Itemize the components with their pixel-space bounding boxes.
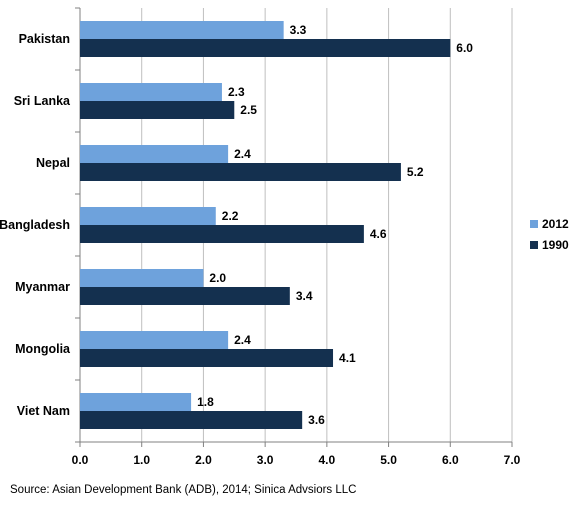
source-note: Source: Asian Development Bank (ADB), 20… bbox=[10, 484, 357, 496]
bar-2012 bbox=[80, 83, 222, 101]
data-label: 2.5 bbox=[240, 103, 257, 117]
x-tick-label: 7.0 bbox=[504, 453, 521, 467]
data-label: 4.6 bbox=[370, 227, 387, 241]
bar-2012 bbox=[80, 21, 284, 39]
bar-1990 bbox=[80, 101, 235, 119]
data-label: 2.4 bbox=[234, 333, 251, 347]
x-tick-label: 2.0 bbox=[195, 453, 212, 467]
category-label: Viet Nam bbox=[17, 404, 70, 418]
data-label: 5.2 bbox=[407, 165, 424, 179]
category-label: Sri Lanka bbox=[14, 94, 71, 108]
legend-swatch-1990 bbox=[530, 241, 538, 249]
data-label: 2.3 bbox=[228, 85, 245, 99]
bar-2012 bbox=[80, 207, 216, 225]
legend-swatch-2012 bbox=[530, 220, 538, 228]
category-label: Nepal bbox=[36, 156, 70, 170]
data-label: 2.2 bbox=[222, 209, 239, 223]
bar-chart: 0.0 1.0 2.0 3.0 4.0 5.0 6.0 7.0 Pakistan 3.3 6.0 Sr… bbox=[0, 7, 569, 467]
category-label: Pakistan bbox=[19, 32, 70, 46]
bar-1990 bbox=[80, 39, 451, 57]
data-label: 2.0 bbox=[209, 271, 226, 285]
legend-label-1990: 1990 bbox=[542, 238, 569, 252]
x-tick-label: 0.0 bbox=[72, 453, 89, 467]
bar-2012 bbox=[80, 331, 229, 349]
data-label: 3.4 bbox=[296, 289, 313, 303]
category-label: Myanmar bbox=[15, 280, 70, 294]
x-tick-label: 5.0 bbox=[380, 453, 397, 467]
bar-2012 bbox=[80, 145, 229, 163]
category-label: Mongolia bbox=[15, 342, 71, 356]
x-tick-label: 3.0 bbox=[257, 453, 274, 467]
data-label: 3.3 bbox=[290, 23, 307, 37]
bar-1990 bbox=[80, 411, 303, 429]
data-label: 1.8 bbox=[197, 395, 214, 409]
x-tick-label: 6.0 bbox=[442, 453, 459, 467]
bar-1990 bbox=[80, 287, 290, 305]
bar-1990 bbox=[80, 349, 334, 367]
category-label: Bangladesh bbox=[0, 218, 70, 232]
bar-2012 bbox=[80, 269, 204, 287]
data-label: 3.6 bbox=[308, 413, 325, 427]
x-tick-label: 4.0 bbox=[319, 453, 336, 467]
data-label: 4.1 bbox=[339, 351, 356, 365]
bar-1990 bbox=[80, 163, 401, 181]
legend-label-2012: 2012 bbox=[542, 217, 569, 231]
bar-1990 bbox=[80, 225, 364, 243]
data-label: 6.0 bbox=[456, 41, 473, 55]
x-tick-label: 1.0 bbox=[133, 453, 150, 467]
data-label: 2.4 bbox=[234, 147, 251, 161]
bar-2012 bbox=[80, 393, 192, 411]
